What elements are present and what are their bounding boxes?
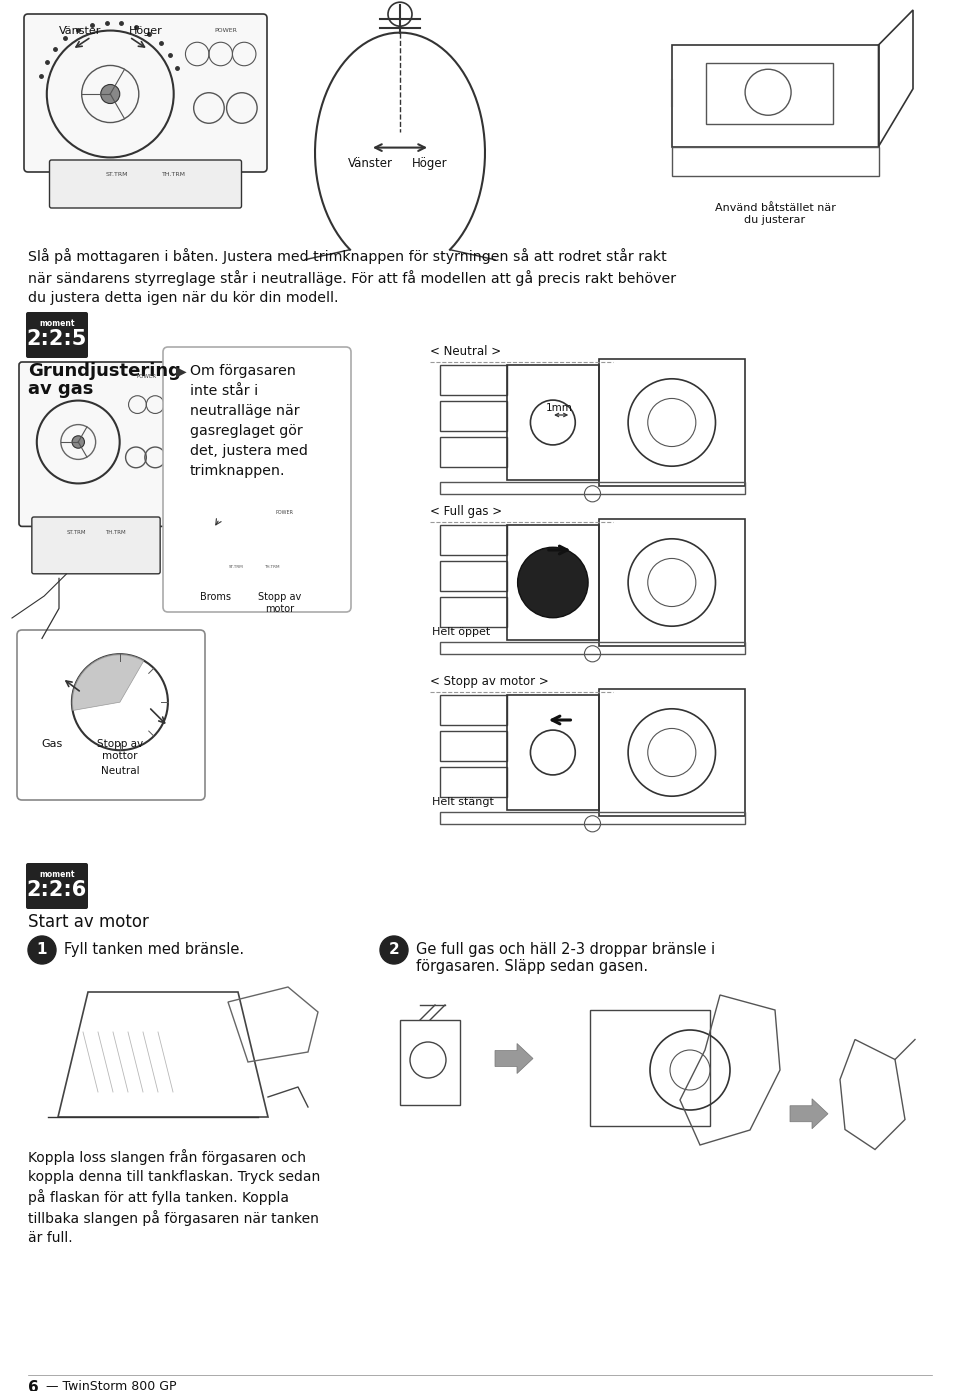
FancyBboxPatch shape <box>205 561 299 584</box>
Bar <box>440 812 745 823</box>
Bar <box>440 364 507 395</box>
Bar <box>440 401 507 431</box>
Text: TH.TRM: TH.TRM <box>161 172 185 177</box>
Bar <box>440 437 507 467</box>
Text: Vänster: Vänster <box>348 157 393 170</box>
Circle shape <box>101 85 120 103</box>
Text: < Neutral >: < Neutral > <box>430 345 501 357</box>
Text: TH.TRM: TH.TRM <box>264 565 279 569</box>
Text: — TwinStorm 800 GP: — TwinStorm 800 GP <box>46 1380 177 1391</box>
Text: ST.TRM: ST.TRM <box>106 172 129 177</box>
Bar <box>599 690 745 815</box>
Text: Höger: Höger <box>129 26 162 36</box>
Text: 1mm: 1mm <box>545 403 572 413</box>
Text: 2:2:5: 2:2:5 <box>27 330 87 349</box>
Bar <box>440 597 507 627</box>
Text: Stopp av
mottor: Stopp av mottor <box>97 739 143 761</box>
Bar <box>400 1020 460 1104</box>
Bar <box>440 561 507 591</box>
Text: Vänster: Vänster <box>59 26 101 36</box>
Text: 2:2:6: 2:2:6 <box>27 881 87 900</box>
FancyBboxPatch shape <box>17 630 205 800</box>
Bar <box>507 364 599 480</box>
Text: POWER: POWER <box>214 28 237 33</box>
Text: Helt stängt: Helt stängt <box>432 797 493 807</box>
Text: Helt öppet: Helt öppet <box>432 627 491 637</box>
Text: Koppla loss slangen från förgasaren och
koppla denna till tankflaskan. Tryck sed: Koppla loss slangen från förgasaren och … <box>28 1149 321 1245</box>
FancyBboxPatch shape <box>26 312 88 357</box>
Text: 1: 1 <box>36 943 47 957</box>
Text: Fyll tanken med bränsle.: Fyll tanken med bränsle. <box>64 942 244 957</box>
Circle shape <box>380 936 408 964</box>
Text: Neutral: Neutral <box>101 766 139 776</box>
Polygon shape <box>495 1043 533 1074</box>
Bar <box>440 643 745 654</box>
FancyBboxPatch shape <box>19 362 173 526</box>
Circle shape <box>517 547 588 618</box>
FancyBboxPatch shape <box>32 517 160 574</box>
FancyBboxPatch shape <box>163 346 351 612</box>
Text: < Stopp av motor >: < Stopp av motor > <box>430 675 549 689</box>
Text: Om förgasaren
inte står i
neutralläge när
gasreglaget gör
det, justera med
trimk: Om förgasaren inte står i neutralläge nä… <box>190 364 308 479</box>
Bar <box>440 483 745 494</box>
Bar <box>440 524 507 555</box>
Text: < Full gas >: < Full gas > <box>430 505 502 517</box>
Text: POWER: POWER <box>276 510 294 515</box>
Polygon shape <box>790 1099 828 1128</box>
Text: Stopp av
motor: Stopp av motor <box>257 593 301 613</box>
Bar <box>706 63 832 124</box>
Text: ST.TRM: ST.TRM <box>228 565 243 569</box>
FancyBboxPatch shape <box>24 14 267 172</box>
Text: Höger: Höger <box>412 157 447 170</box>
Text: av gas: av gas <box>28 380 93 398</box>
Text: Grundjustering: Grundjustering <box>28 362 180 380</box>
Bar <box>440 696 507 725</box>
Bar <box>507 524 599 640</box>
Text: ▶: ▶ <box>176 364 186 378</box>
Text: 6: 6 <box>28 1380 38 1391</box>
Bar <box>590 1010 710 1125</box>
Bar <box>507 696 599 810</box>
FancyBboxPatch shape <box>50 160 242 209</box>
Text: moment: moment <box>39 319 75 328</box>
Text: moment: moment <box>39 869 75 879</box>
Text: Använd båtstället när
du justerar: Använd båtstället när du justerar <box>714 203 835 224</box>
Text: 2: 2 <box>389 943 399 957</box>
Circle shape <box>72 435 84 448</box>
FancyBboxPatch shape <box>26 862 88 908</box>
Bar <box>599 359 745 485</box>
Text: Ge full gas och häll 2-3 droppar bränsle i
förgasaren. Släpp sedan gasen.: Ge full gas och häll 2-3 droppar bränsle… <box>416 942 715 975</box>
Text: Start av motor: Start av motor <box>28 912 149 931</box>
Text: TH.TRM: TH.TRM <box>105 530 126 536</box>
Text: ST.TRM: ST.TRM <box>67 530 86 536</box>
FancyBboxPatch shape <box>196 505 308 565</box>
Polygon shape <box>72 654 144 711</box>
Text: Slå på mottagaren i båten. Justera med trimknappen för styrningen så att rodret : Slå på mottagaren i båten. Justera med t… <box>28 248 676 305</box>
Bar <box>440 766 507 797</box>
Text: Gas: Gas <box>41 739 63 748</box>
Circle shape <box>28 936 56 964</box>
Text: POWER: POWER <box>136 374 156 378</box>
Bar <box>599 519 745 645</box>
Bar <box>440 730 507 761</box>
Text: Broms: Broms <box>200 593 231 602</box>
